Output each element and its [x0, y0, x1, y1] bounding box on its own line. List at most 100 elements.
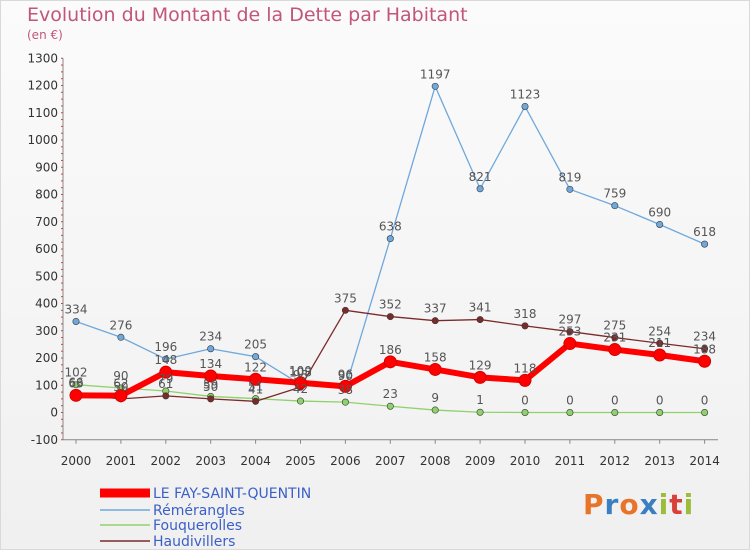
data-point — [72, 317, 80, 325]
data-point — [476, 185, 484, 193]
data-label: 62 — [113, 377, 128, 391]
data-label: 9 — [431, 391, 439, 405]
data-point — [611, 334, 619, 342]
x-tick-label: 2008 — [420, 454, 451, 468]
data-point — [117, 333, 125, 341]
data-point — [566, 328, 574, 336]
y-tick-label: 800 — [35, 188, 58, 202]
data-label: 276 — [109, 318, 132, 332]
data-label: 158 — [424, 350, 447, 364]
data-label: 186 — [379, 343, 402, 357]
data-label: 103 — [289, 365, 312, 379]
data-point — [563, 337, 577, 351]
data-point — [701, 240, 709, 248]
data-point — [114, 389, 128, 403]
x-tick-label: 2010 — [510, 454, 541, 468]
x-tick-label: 2014 — [689, 454, 720, 468]
data-point — [566, 185, 574, 193]
data-point — [207, 395, 215, 403]
data-label: 134 — [199, 357, 222, 371]
data-label: 234 — [199, 330, 222, 344]
x-tick-label: 2013 — [644, 454, 675, 468]
data-label: 297 — [558, 313, 581, 327]
x-tick-label: 2005 — [285, 454, 316, 468]
data-label: 352 — [379, 298, 402, 312]
data-label: 96 — [338, 367, 353, 381]
data-label: 79 — [158, 372, 173, 386]
y-tick-label: 900 — [35, 160, 58, 174]
data-label: 188 — [693, 342, 716, 356]
data-point — [72, 381, 80, 389]
data-label: 41 — [248, 382, 263, 396]
data-label: 334 — [65, 302, 88, 316]
legend-label: Fouquerolles — [153, 518, 242, 534]
x-tick-label: 2009 — [465, 454, 496, 468]
data-point — [431, 82, 439, 90]
data-label: 59 — [203, 377, 218, 391]
y-tick-label: 1100 — [27, 106, 58, 120]
data-label: 102 — [65, 366, 88, 380]
y-tick-label: 1000 — [27, 133, 58, 147]
data-label: 1197 — [420, 67, 451, 81]
data-label: 375 — [334, 291, 357, 305]
data-label: 23 — [383, 387, 398, 401]
x-tick-label: 2012 — [600, 454, 631, 468]
x-tick-label: 2007 — [375, 454, 406, 468]
data-label: 234 — [693, 330, 716, 344]
data-point — [521, 408, 529, 416]
data-point — [159, 365, 173, 379]
data-label: 231 — [603, 331, 626, 345]
data-label: 337 — [424, 302, 447, 316]
data-point — [476, 408, 484, 416]
chart-subtitle: (en €) — [27, 28, 63, 42]
y-tick-label: 400 — [35, 297, 58, 311]
data-label: 50 — [203, 380, 218, 394]
data-point — [428, 362, 442, 376]
data-label: 341 — [469, 301, 492, 315]
data-label: 618 — [693, 225, 716, 239]
data-point — [341, 306, 349, 314]
legend-label: Haudivillers — [153, 534, 235, 550]
data-label: 253 — [558, 325, 581, 339]
data-point — [701, 408, 709, 416]
data-label: 196 — [154, 340, 177, 354]
y-tick-label: 0 — [50, 406, 58, 420]
data-label: 109 — [289, 364, 312, 378]
data-point — [656, 220, 664, 228]
data-label: 638 — [379, 220, 402, 234]
data-label: 0 — [521, 394, 529, 408]
data-label: 38 — [338, 383, 353, 397]
data-label: 759 — [603, 187, 626, 201]
data-label: 275 — [603, 319, 626, 333]
legend-label: LE FAY-SAINT-QUENTIN — [153, 486, 311, 502]
data-point — [698, 354, 712, 368]
x-tick-label: 2004 — [240, 454, 271, 468]
x-tick-label: 2001 — [106, 454, 137, 468]
data-label: 821 — [469, 170, 492, 184]
data-point — [518, 373, 532, 387]
y-tick-label: 700 — [35, 215, 58, 229]
data-label: 254 — [648, 324, 671, 338]
data-point — [521, 102, 529, 110]
data-label: 66 — [68, 376, 83, 390]
x-tick-label: 2000 — [61, 454, 92, 468]
data-point — [162, 392, 170, 400]
data-point — [207, 345, 215, 353]
data-label: 819 — [558, 170, 581, 184]
data-point — [521, 322, 529, 330]
data-label: 51 — [248, 380, 263, 394]
data-label: 0 — [701, 394, 709, 408]
data-point — [341, 398, 349, 406]
data-point — [383, 355, 397, 369]
data-label: 61 — [158, 377, 173, 391]
data-label: 205 — [244, 338, 267, 352]
y-tick-label: -100 — [31, 433, 58, 447]
data-label: 90 — [338, 369, 353, 383]
data-point — [566, 408, 574, 416]
data-label: 0 — [611, 394, 619, 408]
data-point — [386, 313, 394, 321]
data-label: 0 — [566, 394, 574, 408]
data-point — [252, 353, 260, 361]
